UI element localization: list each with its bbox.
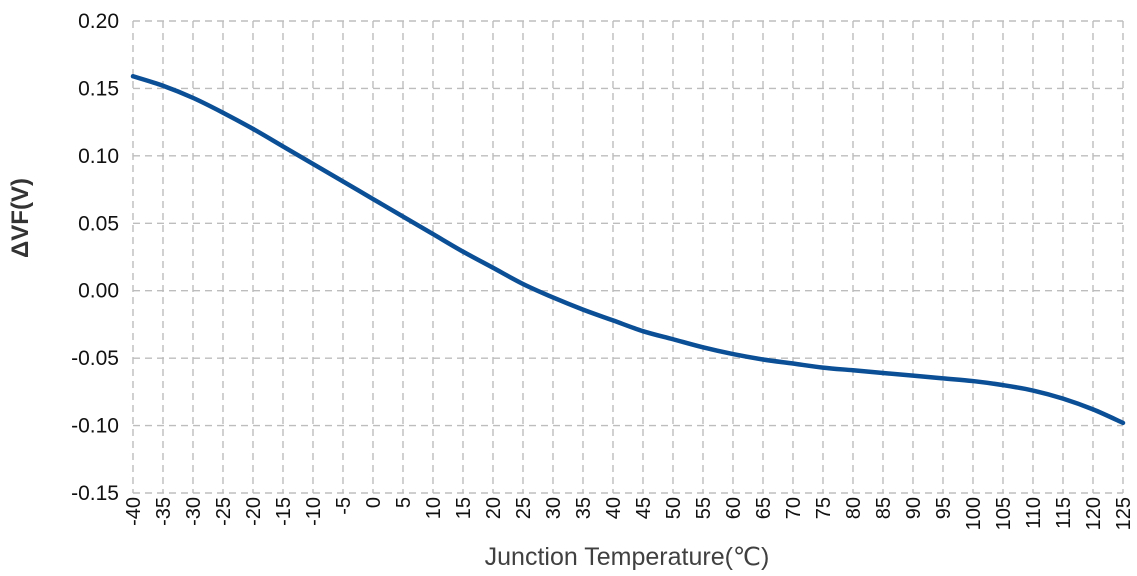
y-tick-label: 0.00 xyxy=(78,280,119,303)
y-tick-label: 0.20 xyxy=(78,10,119,33)
y-tick-label: -0.15 xyxy=(71,482,119,505)
y-axis-label: ΔVF(V) xyxy=(7,178,34,258)
y-axis-ticks: 0.20 0.15 0.10 0.05 0.00 -0.05 -0.10 -0.15 xyxy=(71,10,119,505)
series-line xyxy=(130,74,1126,426)
x-tick-label: -20 xyxy=(243,497,265,526)
x-tick-label: 100 xyxy=(963,497,985,530)
x-tick-label: 5 xyxy=(393,497,415,508)
y-tick-label: -0.05 xyxy=(71,347,119,370)
x-tick-label: 65 xyxy=(753,497,775,519)
x-axis-label: Junction Temperature(℃) xyxy=(485,543,770,571)
x-tick-label: -5 xyxy=(333,497,355,515)
x-tick-label: 10 xyxy=(423,497,445,519)
x-tick-label: 120 xyxy=(1083,497,1105,530)
x-tick-label: 35 xyxy=(573,497,595,519)
y-tick-label: -0.10 xyxy=(71,415,119,438)
series-layer xyxy=(130,74,1126,426)
x-tick-label: -30 xyxy=(183,497,205,526)
x-tick-label: 85 xyxy=(873,497,895,519)
x-tick-label: -25 xyxy=(213,497,235,526)
grid xyxy=(132,20,1124,494)
y-tick-label: 0.05 xyxy=(78,212,119,235)
x-tick-label: 115 xyxy=(1053,497,1075,529)
x-tick-label: -35 xyxy=(153,497,175,526)
x-tick-label: 90 xyxy=(903,497,925,519)
x-tick-label: 50 xyxy=(663,497,685,519)
x-tick-label: -10 xyxy=(303,497,325,526)
x-tick-label: 95 xyxy=(933,497,955,519)
x-tick-label: 105 xyxy=(993,497,1015,530)
x-tick-label: 75 xyxy=(813,497,835,519)
x-tick-label: 55 xyxy=(693,497,715,519)
x-tick-label: 25 xyxy=(513,497,535,519)
x-tick-label: 15 xyxy=(453,497,475,519)
x-tick-label: 40 xyxy=(603,497,625,519)
x-tick-label: 60 xyxy=(723,497,745,519)
y-tick-label: 0.10 xyxy=(78,145,119,168)
x-tick-label: 110 xyxy=(1023,497,1045,529)
x-tick-label: 125 xyxy=(1113,497,1135,530)
y-tick-label: 0.15 xyxy=(78,77,119,100)
x-tick-label: 70 xyxy=(783,497,805,519)
x-tick-label: 30 xyxy=(543,497,565,519)
x-tick-label: 0 xyxy=(363,497,385,508)
x-tick-label: 20 xyxy=(483,497,505,519)
x-axis-ticks: -40 -35 -30 -25 -20 -15 -10 -5 0 5 10 15 20 25 30 35 40 4… xyxy=(123,497,1135,530)
x-tick-label: 45 xyxy=(633,497,655,519)
x-tick-label: 80 xyxy=(843,497,865,519)
x-tick-label: -15 xyxy=(273,497,295,526)
x-tick-label: -40 xyxy=(123,497,145,526)
